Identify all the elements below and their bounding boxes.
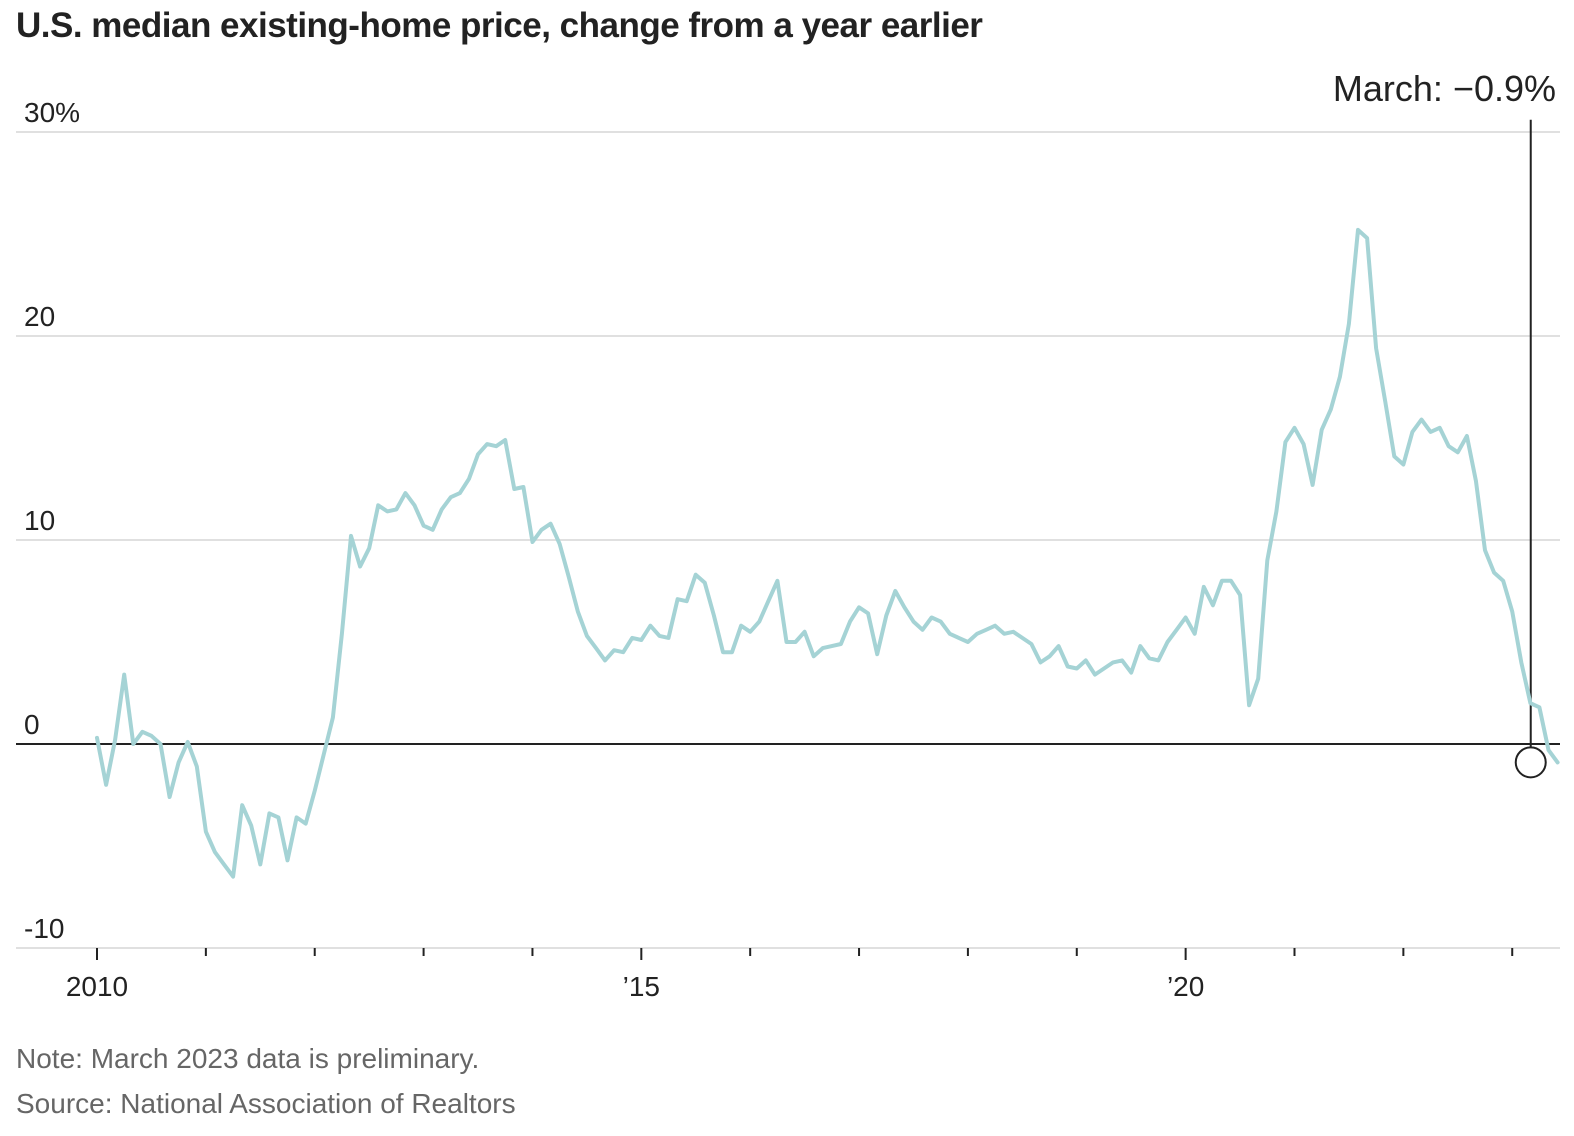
y-tick-label: -10 xyxy=(24,913,64,944)
series-layer xyxy=(95,227,1560,879)
x-tick-label: ’15 xyxy=(623,971,660,1002)
chart-source: Source: National Association of Realtors xyxy=(16,1088,516,1119)
x-tick-label: 2010 xyxy=(66,971,128,1002)
y-tick-label: 10 xyxy=(24,505,55,536)
y-tick-label: 20 xyxy=(24,301,55,332)
annotation-label: March: −0.9% xyxy=(1333,68,1556,109)
chart-title: U.S. median existing-home price, change … xyxy=(16,6,983,45)
x-tick-label: ’20 xyxy=(1167,971,1204,1002)
gridlines: 30% 20 10 0 -10 xyxy=(16,97,1560,949)
y-tick-label: 30% xyxy=(24,97,80,128)
annotation-marker xyxy=(1514,746,1547,779)
y-tick-label: 0 xyxy=(24,709,40,740)
chart-note: Note: March 2023 data is preliminary. xyxy=(16,1043,480,1074)
annotation: March: −0.9% xyxy=(1333,68,1556,779)
x-axis: 2010 ’15 ’20 xyxy=(66,948,1514,1002)
series-line xyxy=(95,227,1560,879)
